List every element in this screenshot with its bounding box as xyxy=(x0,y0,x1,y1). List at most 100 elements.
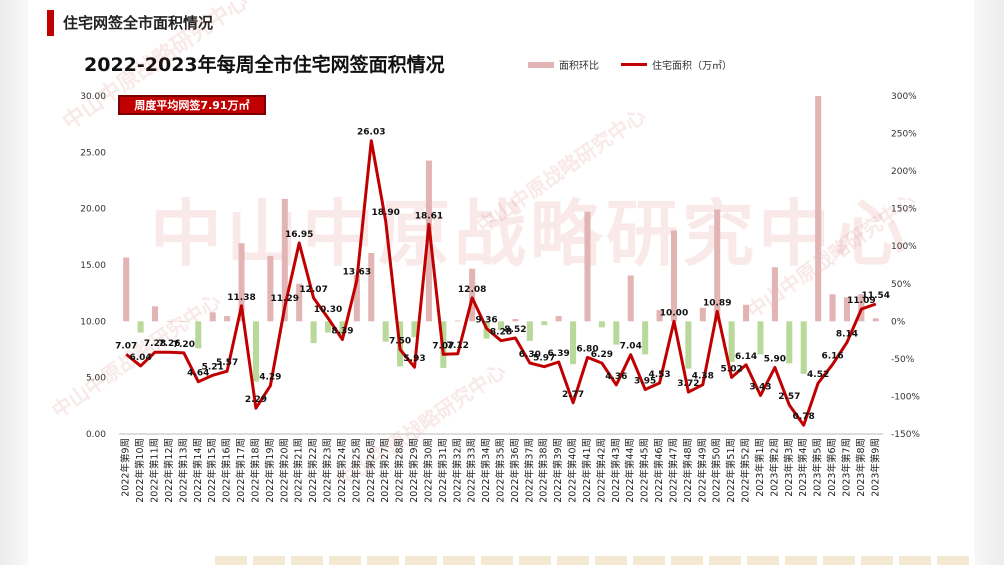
x-tick-label: 2023年第4周 xyxy=(797,438,809,497)
wow-bar xyxy=(281,198,288,322)
wow-bar xyxy=(642,321,649,355)
x-tick-label: 2022年第20周 xyxy=(278,438,290,503)
x-tick-label: 2022年第31周 xyxy=(437,438,449,503)
data-label: 18.90 xyxy=(371,208,399,218)
data-label: 4.29 xyxy=(259,373,281,383)
wow-bar xyxy=(872,318,879,322)
y-left-tick-label: 10.00 xyxy=(80,317,106,327)
wow-bar xyxy=(469,268,476,322)
wow-bar xyxy=(656,310,663,322)
wow-bar xyxy=(368,252,375,322)
wow-bar xyxy=(512,319,519,322)
data-label: 2.57 xyxy=(778,392,800,402)
data-label: 6.14 xyxy=(735,352,757,362)
data-label: 2.29 xyxy=(245,395,267,405)
x-tick-label: 2022年第28周 xyxy=(394,438,406,503)
y-right-tick-label: 300% xyxy=(891,92,917,102)
x-tick-label: 2022年第47周 xyxy=(667,438,679,503)
y-left-tick-label: 0.00 xyxy=(86,430,106,440)
wow-bar xyxy=(123,257,130,322)
x-tick-label: 2022年第14周 xyxy=(192,438,204,503)
wow-bar xyxy=(598,321,605,328)
y-right-tick-label: 200% xyxy=(891,167,917,177)
x-tick-label: 2022年第15周 xyxy=(206,438,218,503)
legend-line-swatch xyxy=(621,63,647,66)
wow-bar xyxy=(815,96,822,322)
y-left-tick-label: 5.00 xyxy=(86,374,106,384)
wow-bar xyxy=(497,321,505,331)
x-tick-label: 2023年第1周 xyxy=(754,438,766,497)
wow-bar xyxy=(166,321,173,322)
data-label: 11.38 xyxy=(227,293,255,303)
wow-bar xyxy=(685,321,692,369)
x-tick-label: 2022年第43周 xyxy=(610,438,622,503)
wow-bar xyxy=(296,283,303,322)
decorative-band xyxy=(215,556,975,565)
x-tick-label: 2022年第27周 xyxy=(379,438,391,503)
data-label: 7.12 xyxy=(447,341,469,351)
data-label: 26.03 xyxy=(357,128,385,138)
x-tick-label: 2022年第46周 xyxy=(653,438,665,503)
data-label: 11.29 xyxy=(271,294,299,304)
data-label: 6.04 xyxy=(130,353,152,363)
y-right-tick-label: 250% xyxy=(891,130,917,140)
x-tick-label: 2022年第50周 xyxy=(711,438,723,503)
y-left-tick-label: 30.00 xyxy=(80,92,106,102)
wow-bar xyxy=(757,321,764,355)
x-tick-label: 2022年第29周 xyxy=(408,438,420,503)
wow-bar xyxy=(425,160,432,322)
x-tick-label: 2022年第19周 xyxy=(264,438,276,503)
data-label: 7.07 xyxy=(432,341,454,351)
x-tick-label: 2022年第10周 xyxy=(134,438,146,503)
x-tick-label: 2023年第5周 xyxy=(812,438,824,497)
average-label-box: 周度平均网签7.91万㎡ xyxy=(118,95,266,115)
wow-bar xyxy=(195,321,202,349)
data-label: 2.77 xyxy=(562,390,584,400)
x-tick-label: 2023年第8周 xyxy=(855,438,867,497)
data-label: 6.80 xyxy=(576,344,598,354)
y-right-tick-label: -50% xyxy=(891,355,915,365)
data-label: 4.53 xyxy=(648,370,670,380)
wow-bar xyxy=(224,316,231,322)
x-tick-label: 2022年第49周 xyxy=(696,438,708,503)
wow-bar xyxy=(714,209,721,322)
x-tick-label: 2022年第9周 xyxy=(120,438,132,497)
wow-bar xyxy=(584,211,591,322)
data-label: 4.52 xyxy=(807,370,829,380)
y-left-tick-label: 15.00 xyxy=(80,261,106,271)
wow-bar xyxy=(324,321,332,333)
y-right-tick-label: 50% xyxy=(891,280,911,290)
wow-bar xyxy=(728,321,735,362)
x-tick-label: 2022年第26周 xyxy=(365,438,377,503)
chart-legend: 面积环比 住宅面积（万㎡） xyxy=(528,57,732,72)
x-tick-label: 2022年第30周 xyxy=(422,438,434,503)
wow-bar xyxy=(238,243,245,322)
data-label: 3.95 xyxy=(634,376,656,386)
x-tick-label: 2022年第24周 xyxy=(336,438,348,503)
legend-bar-swatch xyxy=(528,61,554,68)
x-tick-label: 2022年第35周 xyxy=(495,438,507,503)
data-label: 18.61 xyxy=(415,211,443,221)
x-tick-label: 2022年第32周 xyxy=(451,438,463,503)
x-tick-label: 2022年第21周 xyxy=(293,438,305,503)
data-label: 11.09 xyxy=(847,296,875,306)
legend-bar-label: 面积环比 xyxy=(559,61,599,72)
x-tick-label: 2022年第36周 xyxy=(509,438,521,503)
x-tick-label: 2022年第51周 xyxy=(725,438,737,503)
x-tick-label: 2022年第39周 xyxy=(552,438,564,503)
x-tick-label: 2022年第42周 xyxy=(595,438,607,503)
data-label: 12.07 xyxy=(299,285,327,295)
wow-bar xyxy=(339,321,346,336)
x-tick-label: 2022年第13周 xyxy=(177,438,189,503)
wow-bar xyxy=(743,304,750,322)
wow-bar xyxy=(382,321,389,342)
data-label: 9.36 xyxy=(475,316,497,326)
data-label: 5.93 xyxy=(403,354,425,364)
wow-bar xyxy=(699,307,706,322)
y-right-tick-label: -150% xyxy=(891,430,920,440)
x-tick-label: 2022年第40周 xyxy=(567,438,579,503)
data-label: 5.02 xyxy=(721,364,743,374)
wow-bar xyxy=(411,321,418,338)
